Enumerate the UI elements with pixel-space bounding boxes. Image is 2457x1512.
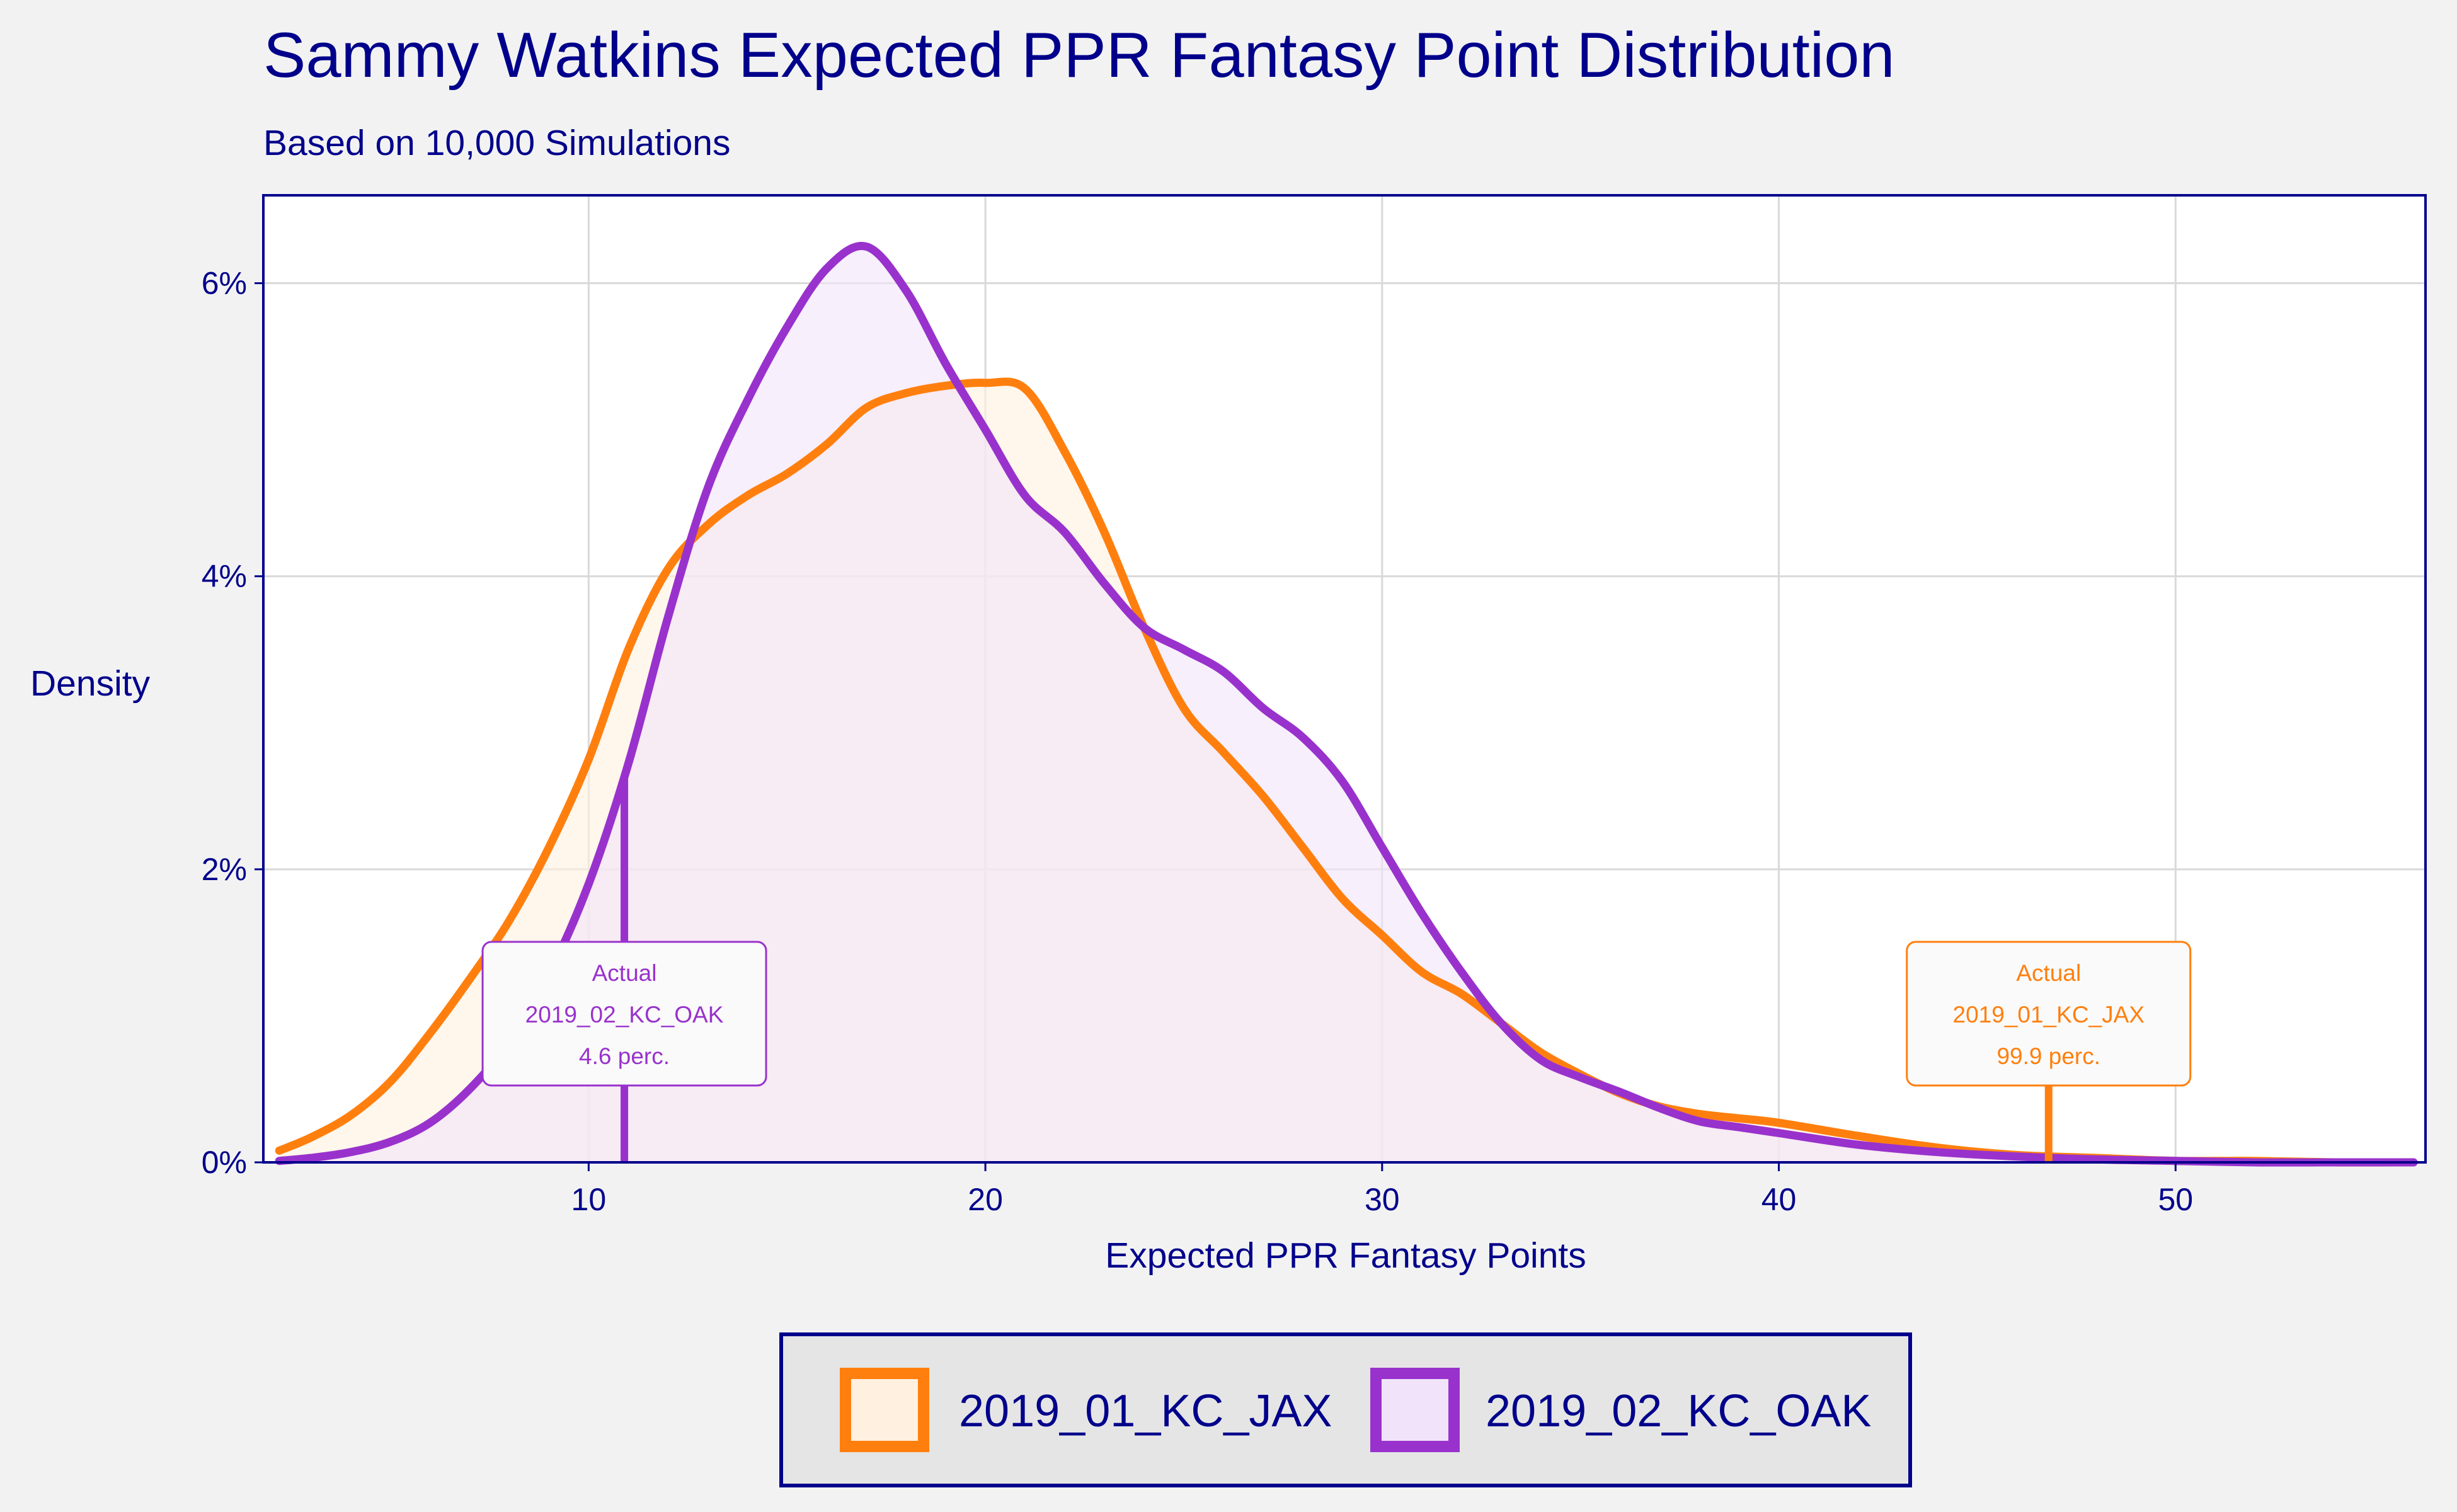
series-line-1: [275, 241, 2418, 1167]
series-area-1: [279, 246, 2414, 1163]
plot-border: [262, 194, 2427, 1164]
series-layer: [275, 241, 2418, 1167]
annotation-text-0-0: Actual: [592, 960, 657, 986]
legend-swatch-2019-01-kc-jax: [840, 1368, 929, 1452]
chart-subtitle: Based on 10,000 Simulations: [263, 123, 731, 163]
y-tick-label-0: 0%: [202, 1145, 247, 1180]
annotation-text-0-2: 4.6 perc.: [579, 1043, 670, 1069]
annotation-box-1: [1906, 941, 2192, 1087]
y-tick-label-3: 6%: [202, 266, 247, 301]
legend-box: [779, 1332, 1912, 1487]
annotation-layer: Actual 2019_02_KC_OAK 4.6 perc. Actual 2019_…: [481, 776, 2192, 1162]
series-line-0: [275, 377, 2418, 1167]
x-tick-label-2: 30: [1365, 1182, 1400, 1217]
chart-title: Sammy Watkins Expected PPR Fantasy Point…: [263, 20, 1895, 91]
legend: 2019_01_KC_JAX 2019_02_KC_OAK: [779, 1332, 1912, 1487]
y-axis-title: Density: [30, 663, 151, 704]
x-tick-label-1: 20: [968, 1182, 1003, 1217]
legend-label-2019-01-kc-jax: 2019_01_KC_JAX: [959, 1386, 1332, 1436]
x-tick-label-0: 10: [571, 1182, 607, 1217]
x-tick-label-4: 50: [2158, 1182, 2193, 1217]
legend-label-2019-02-kc-oak: 2019_02_KC_OAK: [1486, 1386, 1871, 1436]
annotation-text-1-2: 99.9 perc.: [1996, 1043, 2100, 1069]
legend-swatch-2019-02-kc-oak: [1370, 1368, 1460, 1452]
x-tick-label-3: 40: [1761, 1182, 1797, 1217]
annotation-text-1-1: 2019_01_KC_JAX: [1953, 1002, 2145, 1028]
annotation-text-0-1: 2019_02_KC_OAK: [525, 1002, 724, 1028]
annotation-text-1-0: Actual: [2016, 960, 2081, 986]
y-tick-label-1: 2%: [202, 852, 247, 887]
annotation-box-0: [481, 941, 767, 1087]
x-axis-title: Expected PPR Fantasy Points: [1105, 1235, 1586, 1276]
y-tick-label-2: 4%: [202, 559, 247, 594]
axis-ticks: 10 20 30 40 50 0% 2% 4% 6%: [202, 266, 2193, 1217]
